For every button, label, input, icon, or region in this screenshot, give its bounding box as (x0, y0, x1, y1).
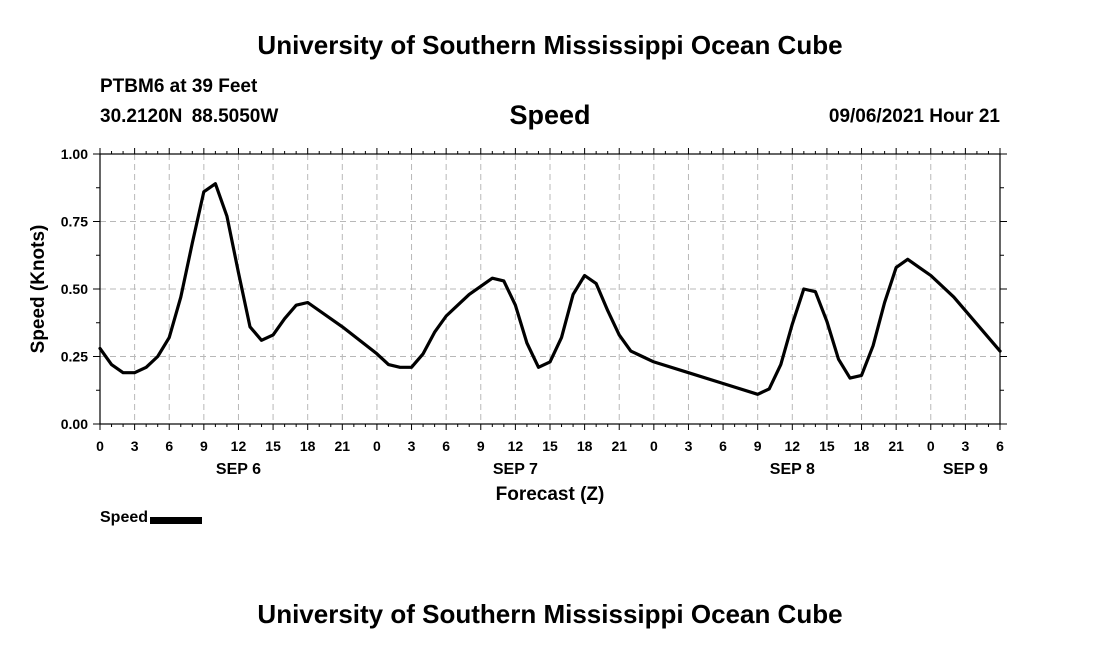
coordinates-label: 30.2120N 88.5050W (100, 106, 278, 128)
x-tick-label: 15 (265, 438, 281, 454)
longitude-label: 88.5050W (191, 106, 279, 127)
x-axis-title: Forecast (Z) (496, 484, 605, 505)
footer-title: University of Southern Mississippi Ocean… (257, 599, 843, 629)
grid (100, 154, 1000, 424)
y-tick-label: 0.50 (61, 281, 88, 297)
date-label: SEP 6 (216, 461, 261, 478)
date-label: SEP 9 (943, 461, 988, 478)
x-tick-label: 6 (165, 438, 173, 454)
x-tick-label: 9 (754, 438, 762, 454)
x-tick-label: 3 (131, 438, 139, 454)
legend-swatch (150, 517, 203, 524)
speed-series-line (98, 182, 1002, 396)
y-axis-title: Speed (Knots) (28, 225, 49, 354)
y-tick-label: 1.00 (61, 146, 88, 162)
x-tick-label: 15 (819, 438, 835, 454)
x-tick-label: 6 (719, 438, 727, 454)
x-tick-label: 21 (335, 438, 351, 454)
x-tick-label: 0 (373, 438, 381, 454)
y-tick-label: 0.00 (61, 416, 88, 432)
x-tick-label: 6 (996, 438, 1004, 454)
x-tick-label: 0 (927, 438, 935, 454)
tick-layer (93, 148, 1007, 430)
x-tick-label: 12 (508, 438, 524, 454)
x-tick-label: 21 (611, 438, 627, 454)
x-tick-label: 0 (96, 438, 104, 454)
x-tick-label: 12 (785, 438, 801, 454)
x-tick-label: 0 (650, 438, 658, 454)
x-tick-label: 6 (442, 438, 450, 454)
x-tick-label: 18 (577, 438, 593, 454)
latitude-label: 30.2120N (100, 106, 183, 127)
timestamp-label: 09/06/2021 Hour 21 (828, 106, 1000, 127)
legend: Speed (100, 509, 203, 527)
series-layer (98, 182, 1002, 396)
date-label: SEP 7 (493, 461, 538, 478)
x-tick-label: 3 (961, 438, 969, 454)
x-tick-label: 3 (408, 438, 416, 454)
label-layer: 0.00 0.25 0.50 0.75 1.00 0 3 6 9 12 15 18 21 0 3 6 9 12 15… (61, 146, 1004, 478)
date-label: SEP 8 (770, 461, 815, 478)
page-title: University of Southern Mississippi Ocean… (257, 30, 843, 60)
x-tick-label: 18 (854, 438, 870, 454)
x-tick-label: 21 (888, 438, 904, 454)
x-tick-label: 15 (542, 438, 558, 454)
x-tick-label: 18 (300, 438, 316, 454)
x-tick-label: 3 (685, 438, 693, 454)
x-tick-label: 9 (477, 438, 485, 454)
chart-title: Speed (509, 100, 591, 130)
legend-label: Speed (100, 509, 149, 526)
station-label: PTBM6 at 39 Feet (100, 76, 258, 97)
y-tick-label: 0.25 (61, 349, 88, 365)
x-tick-label: 12 (231, 438, 247, 454)
x-tick-label: 9 (200, 438, 208, 454)
y-tick-label: 0.75 (61, 214, 88, 230)
